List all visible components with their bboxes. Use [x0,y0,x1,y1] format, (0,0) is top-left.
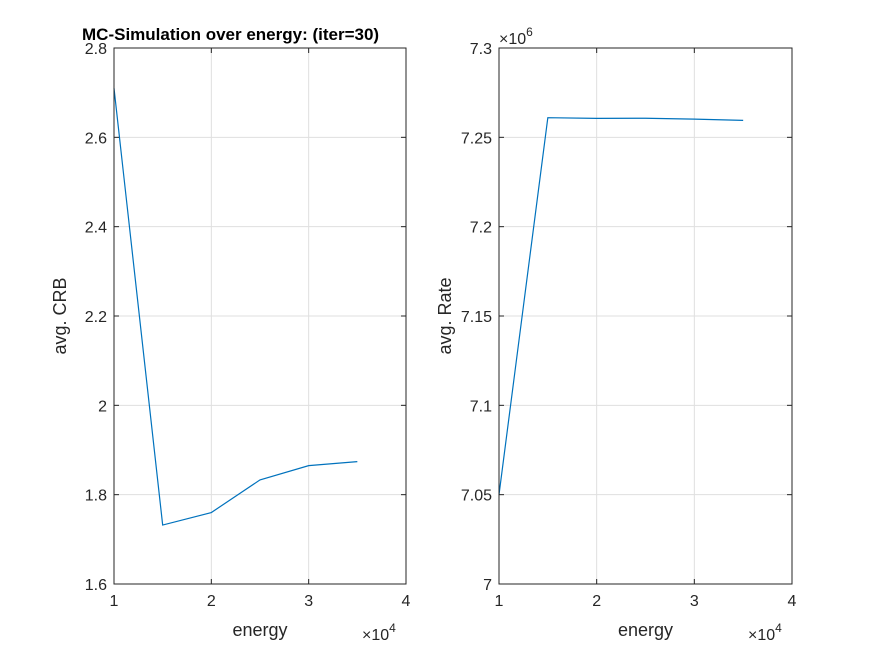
series-line [113,88,358,526]
x-tick-label: 4 [788,593,797,610]
y-tick-label: 7.2 [470,220,492,237]
y-tick-label: 2 [98,398,107,415]
y-tick-label: 7 [483,577,492,594]
axes-1: 1 2 3 4 1.6 1.8 2 2.2 2.4 2.6 2.8 energy avg. CRB ×10… [50,25,411,644]
y-tick-label: 2.2 [85,309,107,326]
x-tick-label: 3 [690,593,699,610]
y-tick-label: 1.6 [85,577,107,594]
y-tick-label: 7.05 [461,488,492,505]
x-tick-label: 3 [304,593,313,610]
series-line [498,117,744,495]
y-tick-label: 1.8 [85,488,107,505]
x-tick-label: 2 [592,593,601,610]
x-exponent-label: ×104 [362,621,396,644]
y-tick-label: 7.3 [470,41,492,58]
x-axis-label: energy [232,620,287,640]
x-tick-label: 1 [110,593,119,610]
y-axis-label: avg. Rate [435,277,455,354]
y-axis-label: avg. CRB [50,277,70,354]
y-tick-label: 2.6 [85,130,107,147]
y-tick-label: 7.25 [461,130,492,147]
y-exponent-label: ×106 [499,25,533,48]
y-tick-label: 7.1 [470,398,492,415]
y-tick-label: 7.15 [461,309,492,326]
axes-2: 1 2 3 4 7 7.05 7.1 7.15 7.2 7.25 7.3 energy avg. Rat… [435,25,797,644]
x-tick-label: 1 [495,593,504,610]
x-tick-label: 4 [402,593,411,610]
y-tick-label: 2.8 [85,41,107,58]
x-axis-label: energy [618,620,673,640]
chart-title: MC-Simulation over energy: (iter=30) [82,25,379,44]
y-tick-label: 2.4 [85,220,107,237]
x-exponent-label: ×104 [748,621,782,644]
x-tick-label: 2 [207,593,216,610]
